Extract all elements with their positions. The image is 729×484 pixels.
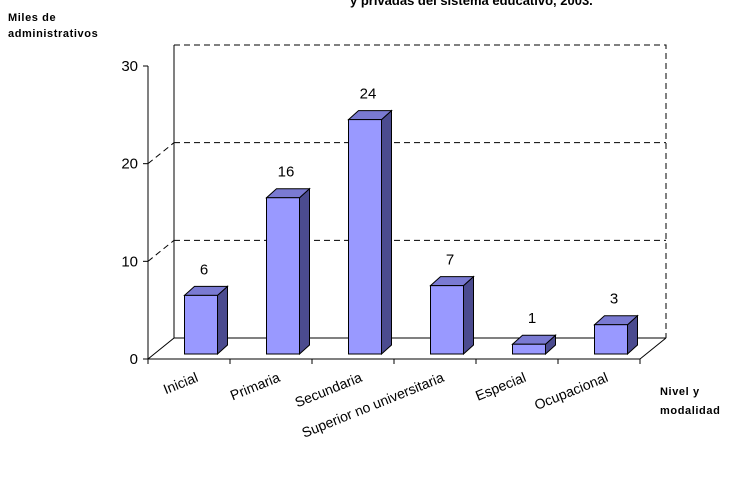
back-wall-top-right [174,44,667,338]
bar-0 [184,294,218,355]
gridline-slant-10 [147,239,175,262]
y-axis-label-line-1: Miles de [8,12,57,24]
chart-title: y privadas del sistema educativo, 2003. [350,0,593,8]
category-label-5: Ocupacional [532,369,610,413]
x-axis-label-line-1: Nivel y [660,386,700,398]
data-label-1: 16 [278,164,295,181]
bar-1 [266,197,300,355]
y-tick-label-0: 0 [130,351,138,368]
y-tick-label-10: 10 [121,253,138,270]
bar-side-1 [299,187,310,356]
category-label-4: Especial [473,369,528,404]
bar-side-2 [381,109,392,356]
bar-side-3 [463,275,474,356]
category-label-3: Superior no universitaria [299,369,446,441]
data-label-0: 6 [200,261,208,278]
gridline-slant-20 [147,142,175,165]
data-label-4: 1 [528,310,536,327]
x-axis-label-line-2: modalidad [660,405,721,417]
category-label-0: Inicial [161,369,200,397]
y-axis-label-line-2: administrativos [8,28,99,40]
y-tick-label-30: 30 [121,58,138,75]
data-label-5: 3 [610,291,618,308]
data-label-3: 7 [446,252,454,269]
y-tick-label-20: 20 [121,156,138,173]
back-wall-left [147,45,175,360]
floor-right-edge [639,337,667,360]
bar-2 [348,119,382,355]
bar-side-0 [217,285,228,356]
bar-4 [512,343,546,355]
category-label-1: Primaria [228,369,283,403]
data-label-2: 24 [360,86,377,103]
bar-5 [594,324,628,355]
x-axis-label: Nivel y modalidad [660,383,720,421]
bar-3 [430,285,464,355]
y-axis-label: Miles de administrativos [8,10,98,42]
